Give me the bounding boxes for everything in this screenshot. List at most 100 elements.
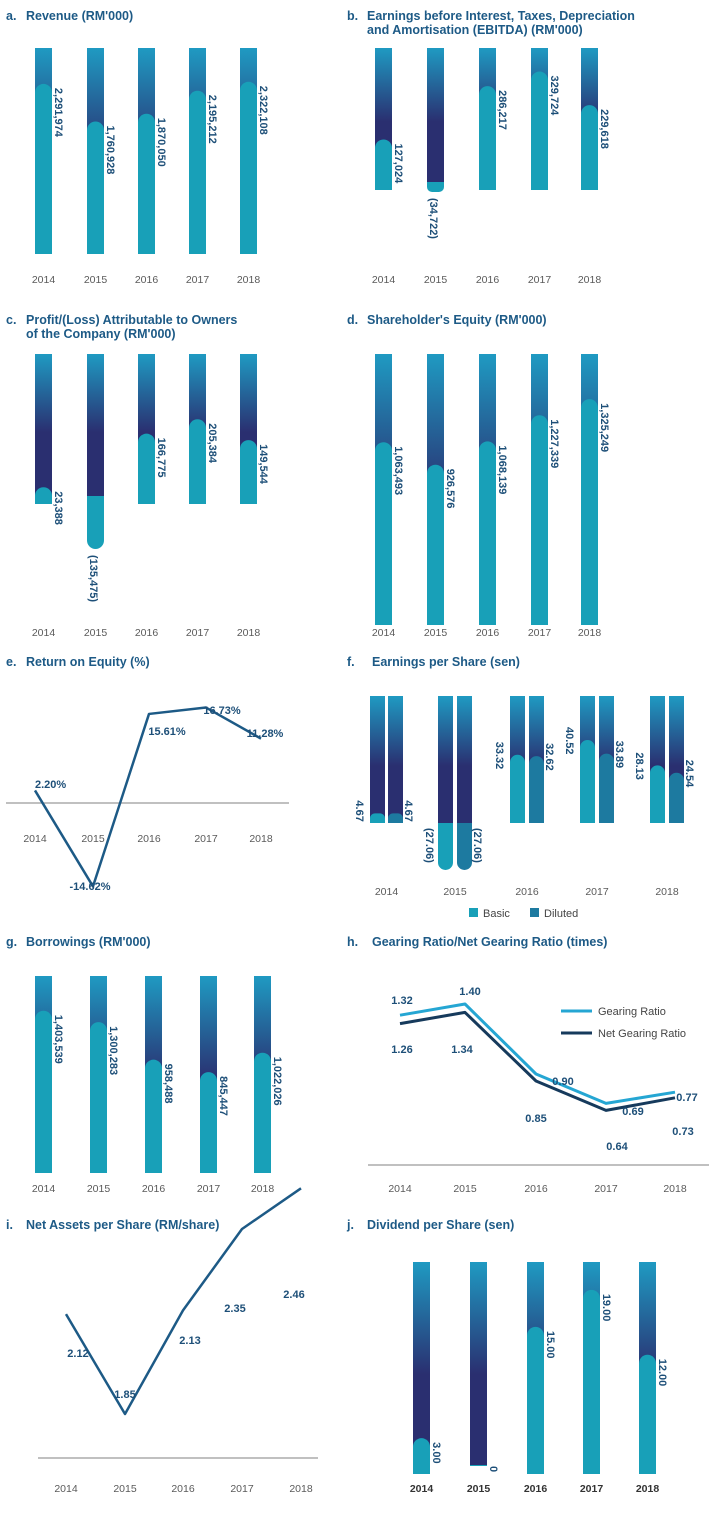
chart-e-label-2014: 2.20%	[35, 779, 66, 791]
chart-g-tick-2014: 2014	[32, 1183, 56, 1195]
chart-i-label-2018: 2.46	[283, 1289, 304, 1301]
chart-c-bar-2014-track	[35, 354, 52, 496]
chart-g-bar-2017	[200, 1072, 217, 1173]
chart-d-label-2018: 1,325,249	[598, 403, 610, 452]
chart-c-label-2014: 23,388	[52, 491, 64, 525]
chart-h-gearing-label-2015: 1.40	[459, 986, 480, 998]
chart-g-label-2018: 1,022,026	[271, 1057, 283, 1106]
chart-g-tick-2016: 2016	[142, 1183, 166, 1195]
chart-f-diluted-label-2016: 32.62	[543, 743, 555, 771]
chart-h-net-gearing-line	[399, 1010, 676, 1112]
chart-c-tick-2017: 2017	[186, 627, 210, 639]
chart-b-tick-2016: 2016	[476, 274, 500, 286]
chart-g-tick-2017: 2017	[197, 1183, 221, 1195]
chart-f-basic-bar-2016	[510, 754, 525, 823]
chart-i-title-line-1: Net Assets per Share (RM/share)	[26, 1218, 219, 1232]
chart-b-tick-2014: 2014	[372, 274, 396, 286]
chart-h-tick-2017: 2017	[594, 1183, 618, 1195]
chart-f-basic-bar-2018	[650, 765, 665, 823]
chart-f-basic-label-2018: 28.13	[633, 752, 645, 780]
chart-i-label-2014: 2.12	[67, 1348, 88, 1360]
chart-i-label-2016: 2.13	[179, 1335, 200, 1347]
chart-f-tick-2014: 2014	[375, 886, 399, 898]
chart-e-tick-2018: 2018	[249, 833, 273, 845]
chart-b-bar-2015	[427, 182, 444, 192]
chart-b-label-2014: 127,024	[392, 143, 404, 184]
chart-b-bar-2017	[531, 71, 548, 190]
chart-f-tick-2016: 2016	[515, 886, 539, 898]
chart-j-tick-2015: 2015	[467, 1483, 491, 1495]
chart-g-label-2015: 1,300,283	[107, 1026, 119, 1075]
chart-a-bar-2018	[240, 81, 257, 254]
chart-h-net-gearing-label-2017: 0.64	[606, 1141, 628, 1153]
chart-f-diluted-bar-2015	[457, 823, 472, 870]
chart-g-bar-2014	[35, 1010, 52, 1173]
chart-f-basic-label-2016: 33.32	[493, 742, 505, 770]
chart-d-bar-2014	[375, 442, 392, 625]
chart-f-prefix: f.	[347, 655, 355, 669]
chart-e-label-2018: 11.28%	[247, 728, 284, 740]
chart-f-diluted-label-2018: 24.54	[683, 760, 695, 788]
chart-h-gearing-label-2017: 0.69	[622, 1106, 643, 1118]
chart-d-label-2014: 1,063,493	[392, 446, 404, 495]
chart-g-label-2016: 958,488	[162, 1064, 174, 1104]
chart-h-gearing-label-2016: 0.90	[552, 1076, 573, 1088]
chart-f-diluted-label-2014: 4.67	[402, 800, 414, 821]
chart-h-tick-2015: 2015	[453, 1183, 477, 1195]
chart-d-prefix: d.	[347, 313, 358, 327]
chart-d-label-2017: 1,227,339	[548, 419, 560, 468]
chart-d-bar-2018	[581, 399, 598, 625]
chart-f-tick-2017: 2017	[585, 886, 609, 898]
chart-f-basic-label-2017: 40.52	[563, 727, 575, 755]
chart-j-bar-2015-track	[470, 1262, 487, 1466]
chart-j-bar-2018	[639, 1354, 656, 1474]
chart-e-tick-2017: 2017	[194, 833, 218, 845]
chart-a-bar-2017	[189, 90, 206, 254]
chart-c-label-2017: 205,384	[206, 423, 218, 464]
chart-h-gearing-label-2018: 0.77	[676, 1092, 697, 1104]
chart-i-tick-2018: 2018	[289, 1483, 313, 1495]
chart-e-label-2015: -14.62%	[70, 881, 111, 893]
chart-c-tick-2018: 2018	[237, 627, 261, 639]
chart-e-tick-2016: 2016	[137, 833, 161, 845]
chart-e-prefix: e.	[6, 655, 16, 669]
chart-g-label-2017: 845,447	[217, 1076, 229, 1116]
chart-a-label-2014: 2,291,974	[52, 88, 64, 138]
chart-a-bar-2016	[138, 113, 155, 255]
chart-c-bar-2017	[189, 419, 206, 504]
chart-g-tick-2018: 2018	[251, 1183, 275, 1195]
chart-i-label-2015: 1.85	[114, 1389, 135, 1401]
chart-f-basic-bar-2014-track	[370, 696, 385, 823]
chart-c-prefix: c.	[6, 313, 16, 327]
chart-j-bar-2014-track	[413, 1262, 430, 1466]
chart-f-basic-label-2015: (27.06)	[423, 828, 435, 863]
chart-j-bar-2016	[527, 1326, 544, 1474]
chart-h-legend-gearing: Gearing Ratio	[598, 1006, 666, 1018]
chart-f-diluted-bar-2014	[388, 813, 403, 823]
chart-c-title-line-1: Profit/(Loss) Attributable to Owners	[26, 313, 237, 327]
chart-b-label-2015: (34,722)	[427, 198, 439, 239]
chart-b-bar-2015-track	[427, 48, 444, 182]
chart-d-label-2015: 926,576	[444, 469, 456, 509]
chart-a-label-2015: 1,760,928	[104, 125, 116, 174]
chart-a-bar-2014	[35, 83, 52, 254]
chart-f-basic-bar-2014	[370, 813, 385, 823]
chart-f-tick-2018: 2018	[655, 886, 679, 898]
chart-c-label-2016: 166,775	[155, 438, 167, 478]
chart-h-tick-2018: 2018	[663, 1183, 687, 1195]
chart-f-diluted-label-2017: 33.89	[613, 741, 625, 769]
chart-h-net-gearing-label-2016: 0.85	[525, 1113, 546, 1125]
chart-c-bar-2015-track	[87, 354, 104, 496]
chart-a-prefix: a.	[6, 9, 16, 23]
chart-b-label-2018: 229,618	[598, 109, 610, 149]
chart-f-basic-bar-2015-track	[438, 696, 453, 823]
chart-f-legend-basic: Basic	[483, 908, 510, 920]
chart-b-bar-2016	[479, 86, 496, 190]
chart-c-bar-2016	[138, 433, 155, 504]
chart-i-prefix: i.	[6, 1218, 13, 1232]
chart-j-tick-2016: 2016	[524, 1483, 548, 1495]
chart-j-tick-2014: 2014	[410, 1483, 434, 1495]
chart-h-gearing-label-2014: 1.32	[391, 995, 412, 1007]
